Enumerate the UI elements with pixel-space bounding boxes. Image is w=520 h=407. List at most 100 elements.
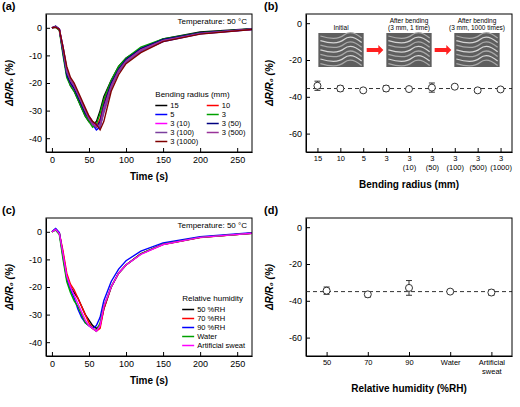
data-point	[314, 82, 321, 89]
photo	[318, 33, 363, 67]
y-tick-label: 0	[297, 19, 302, 29]
x-tick-label: 15	[314, 154, 322, 163]
legend-item: 3 (100)	[155, 128, 194, 137]
x-axis: 050100150200250	[47, 352, 253, 369]
data-line	[52, 229, 252, 331]
legend-item: 3 (500)	[207, 128, 246, 137]
x-tick-label: 3(500)	[469, 154, 487, 171]
y-tick: -40	[29, 134, 50, 144]
x-tick: 250	[230, 148, 245, 165]
legend-item: 70 %RH	[182, 314, 225, 323]
legend-swatch	[182, 345, 194, 347]
photo-frame	[454, 33, 499, 67]
panel-label: (b)	[264, 0, 278, 12]
legend-item: 3	[207, 110, 226, 119]
photo-label: Initial	[333, 24, 349, 31]
y-tick-mark	[306, 264, 310, 265]
x-tick: 100	[119, 352, 134, 369]
x-tick-mark	[237, 352, 238, 356]
error-cap	[429, 83, 435, 84]
x-tick-label: 0	[50, 155, 55, 165]
y-tick-mark	[306, 134, 310, 135]
data-point	[474, 87, 481, 94]
data-line	[52, 26, 252, 127]
y-tick: 0	[37, 227, 50, 237]
y-tick-mark	[46, 55, 50, 56]
legend-swatch	[207, 114, 219, 116]
x-tick: 70	[364, 352, 372, 367]
error-cap	[314, 90, 320, 91]
x-tick-label-line: 15	[314, 154, 322, 163]
data-line	[52, 27, 252, 127]
data-line	[52, 230, 252, 332]
x-tick: 200	[193, 352, 208, 369]
legend-swatch	[155, 123, 167, 125]
legend-swatch	[182, 309, 194, 311]
x-tick-label: 10	[337, 154, 345, 163]
x-tick-label: 50	[84, 155, 94, 165]
y-tick-mark	[46, 28, 50, 29]
x-tick: 15	[314, 148, 322, 163]
x-tick: 100	[119, 148, 134, 165]
legend-item: Artificial sweat	[182, 341, 246, 350]
arrow	[435, 45, 452, 55]
legend-label: 3 (500)	[222, 128, 246, 137]
legend-swatch	[155, 105, 167, 107]
y-tick-mark	[46, 83, 50, 84]
x-tick-mark	[409, 148, 410, 152]
y-tick: -40	[29, 338, 50, 348]
photo-fiber	[320, 33, 361, 39]
legend-label: 70 %RH	[197, 314, 225, 323]
legend-swatch	[182, 318, 194, 320]
x-tick-label-line: (50)	[426, 163, 440, 172]
data-point	[383, 85, 390, 92]
x-tick-mark	[501, 148, 502, 152]
y-tick-mark	[46, 259, 50, 260]
data-point	[428, 84, 435, 91]
x-tick-label: 250	[230, 155, 245, 165]
x-axis: 050100150200250	[47, 148, 253, 165]
x-tick-label-line: 10	[337, 154, 345, 163]
legend-item: 3 (50)	[207, 119, 242, 128]
legend-swatch	[182, 336, 194, 338]
x-tick: 90	[405, 352, 413, 367]
data-line	[52, 27, 252, 130]
arrow	[367, 45, 384, 55]
photo-fiber	[388, 37, 429, 43]
plot-frame	[46, 14, 252, 152]
legend: Bending radius (mm)1510533 (10)3 (50)3 (…	[155, 90, 246, 146]
legend-swatch	[207, 132, 219, 134]
x-axis-title: Time (s)	[130, 171, 168, 182]
photo-label-line: (3 mm, 1000 times)	[449, 24, 505, 32]
data-line	[52, 230, 252, 331]
y-tick-mark	[306, 60, 310, 61]
y-tick-mark	[306, 97, 310, 98]
legend-swatch	[182, 327, 194, 329]
panel-label: (d)	[264, 204, 278, 216]
x-tick-mark	[163, 352, 164, 356]
photo	[454, 33, 499, 67]
y-axis: -40-30-20-100	[29, 15, 50, 153]
legend-swatch	[155, 114, 167, 116]
photo-fiber	[388, 60, 429, 66]
data-line	[52, 26, 252, 127]
x-tick-mark	[317, 148, 318, 152]
x-tick-label: 70	[364, 358, 372, 367]
x-tick-mark	[363, 148, 364, 152]
x-tick: 5	[362, 148, 366, 163]
photo-fiber	[320, 46, 361, 52]
plot-frame	[306, 218, 512, 356]
y-tick-label: 0	[37, 23, 42, 33]
x-tick-label-line: 3	[385, 154, 389, 163]
x-tick-mark	[237, 148, 238, 152]
x-tick-label-line: (500)	[469, 163, 487, 172]
y-tick-label: -60	[289, 129, 302, 139]
y-tick-mark	[306, 338, 310, 339]
x-tick-label: 100	[119, 155, 134, 165]
data-point	[406, 86, 413, 93]
panel-label: (a)	[2, 0, 16, 12]
photo-fiber	[456, 33, 497, 39]
plot-area	[306, 81, 512, 94]
y-tick: 0	[37, 23, 50, 33]
photo-fiber	[456, 37, 497, 43]
